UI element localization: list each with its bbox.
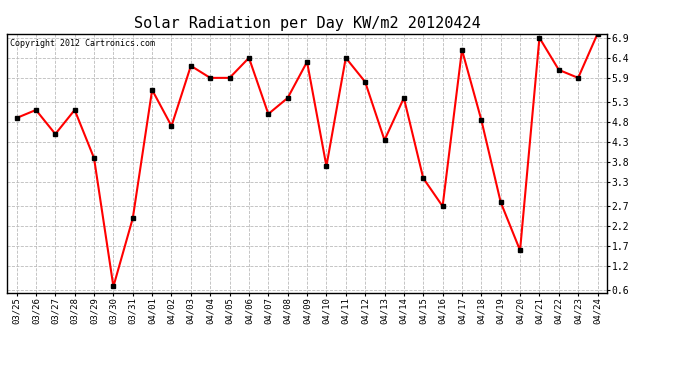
Text: Copyright 2012 Cartronics.com: Copyright 2012 Cartronics.com: [10, 39, 155, 48]
Title: Solar Radiation per Day KW/m2 20120424: Solar Radiation per Day KW/m2 20120424: [134, 16, 480, 31]
